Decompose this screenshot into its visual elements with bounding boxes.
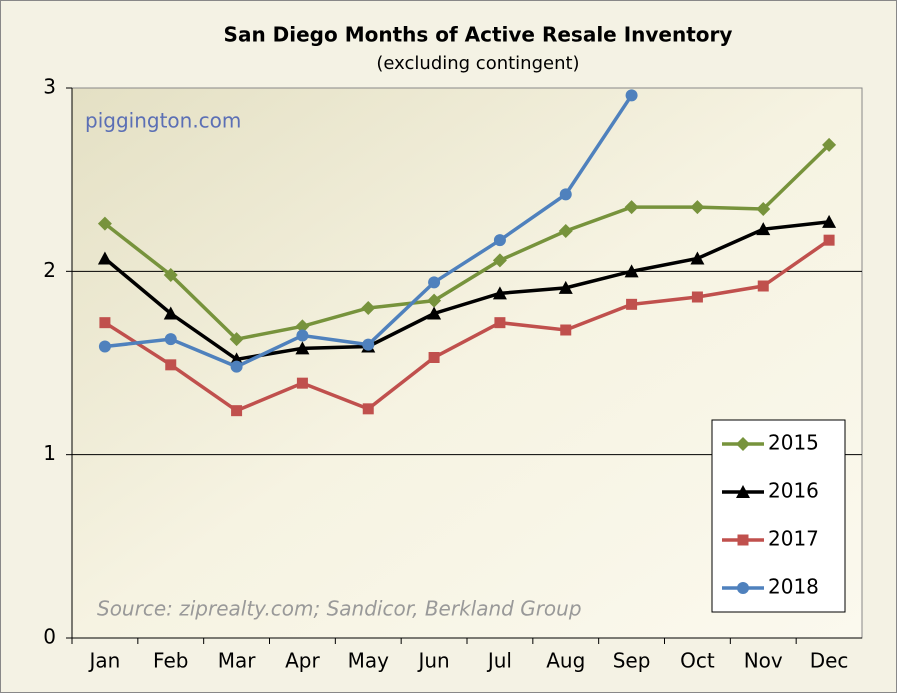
marker <box>559 188 572 201</box>
marker <box>737 534 749 546</box>
marker <box>736 485 750 498</box>
y-tick-label: 0 <box>43 625 56 649</box>
marker <box>492 286 507 300</box>
marker <box>823 234 835 246</box>
legend-box <box>711 419 846 613</box>
x-tick-label: Jan <box>87 649 120 673</box>
marker <box>756 202 771 216</box>
marker <box>296 377 308 389</box>
marker <box>99 317 111 329</box>
marker <box>362 338 375 351</box>
x-tick-label: Dec <box>810 649 849 673</box>
marker <box>494 317 506 329</box>
marker <box>164 333 177 346</box>
marker <box>427 293 442 308</box>
marker <box>427 306 442 320</box>
x-tick-label: Jun <box>416 649 449 673</box>
annotation: piggington.com <box>85 109 241 133</box>
marker <box>97 251 112 265</box>
x-tick-label: May <box>348 649 390 673</box>
marker <box>757 280 769 292</box>
marker <box>822 214 837 228</box>
marker <box>231 405 243 417</box>
marker <box>428 276 441 289</box>
marker <box>98 340 111 353</box>
x-tick-label: Aug <box>546 649 585 673</box>
marker <box>756 222 771 236</box>
legend-label: 2015 <box>768 431 819 455</box>
legend-label: 2016 <box>768 479 819 503</box>
marker <box>558 224 573 238</box>
y-tick-label: 3 <box>43 75 56 99</box>
marker <box>625 89 638 102</box>
marker <box>165 359 177 371</box>
x-tick-label: Nov <box>744 649 783 673</box>
series-line <box>103 238 831 413</box>
annotation: Source: ziprealty.com; Sandicor, Berklan… <box>97 597 582 621</box>
marker <box>229 332 244 347</box>
marker <box>624 264 639 278</box>
marker <box>493 234 506 247</box>
marker <box>560 324 572 336</box>
x-tick-label: Feb <box>153 649 188 673</box>
marker <box>492 253 507 268</box>
chart-title: San Diego Months of Active Resale Invent… <box>224 23 733 47</box>
x-tick-label: Sep <box>613 649 651 673</box>
marker <box>737 582 749 594</box>
x-tick-label: Oct <box>680 649 715 673</box>
marker <box>296 329 309 342</box>
x-tick-label: Apr <box>285 649 320 673</box>
marker <box>163 268 178 282</box>
chart-subtitle: (excluding contingent) <box>376 53 579 74</box>
marker <box>558 280 573 294</box>
marker <box>295 319 310 334</box>
marker <box>736 437 750 451</box>
marker <box>690 251 705 265</box>
marker <box>822 137 837 152</box>
marker <box>230 360 243 373</box>
y-tick-label: 1 <box>43 441 56 465</box>
marker <box>361 301 376 315</box>
x-tick-label: Jul <box>486 649 512 673</box>
marker <box>624 200 639 215</box>
series-line <box>103 143 831 342</box>
legend-label: 2017 <box>768 527 819 551</box>
marker <box>362 403 374 415</box>
x-tick-label: Mar <box>218 649 257 673</box>
marker <box>163 306 178 320</box>
marker <box>691 291 703 303</box>
marker <box>428 352 440 363</box>
marker <box>97 216 112 231</box>
series-line <box>103 220 830 362</box>
marker <box>626 298 638 310</box>
y-tick-label: 2 <box>43 258 56 282</box>
marker <box>295 341 310 355</box>
legend-label: 2018 <box>768 575 819 599</box>
marker <box>690 200 705 215</box>
